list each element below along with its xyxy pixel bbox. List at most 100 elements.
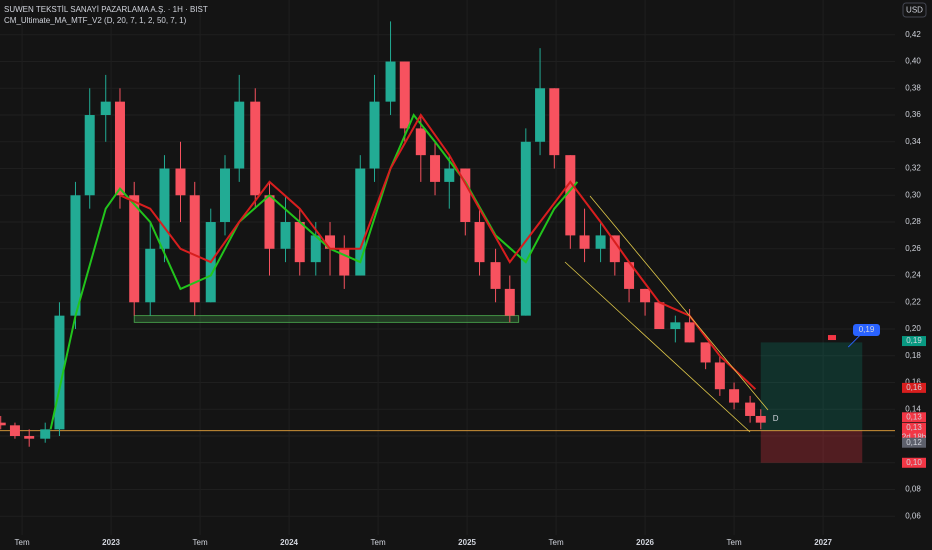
y-tick-label: 0,40	[905, 57, 921, 66]
candle-body	[54, 315, 65, 430]
moving-average	[119, 113, 757, 390]
candle-body	[24, 436, 35, 439]
candle-body	[339, 248, 350, 276]
price-tag-label: 0,13	[906, 412, 922, 421]
x-tick-label: 2024	[280, 538, 298, 547]
y-tick-label: 0,20	[905, 324, 921, 333]
candle-body	[444, 168, 455, 182]
wedge-line	[589, 195, 769, 411]
y-tick-label: 0,08	[905, 485, 921, 494]
y-tick-label: 0,42	[905, 30, 921, 39]
y-tick-label: 0,18	[905, 351, 921, 360]
y-tick-label: 0,24	[905, 271, 921, 280]
y-tick-label: 0,28	[905, 217, 921, 226]
candle-body	[294, 222, 305, 263]
candle-body	[474, 222, 485, 263]
candle-body	[189, 195, 200, 303]
candle-body	[490, 262, 501, 289]
candle-body	[700, 342, 711, 363]
candle-body	[415, 128, 426, 156]
support-zone	[133, 315, 520, 323]
candle-body	[129, 195, 140, 303]
candle-body	[219, 168, 230, 223]
plot-area	[0, 0, 895, 535]
candle-body	[460, 168, 471, 223]
callout-box	[853, 324, 880, 337]
candle-body	[250, 101, 261, 196]
candle-body	[504, 288, 515, 316]
candle-body	[430, 155, 441, 182]
price-tag-label: 0,19	[906, 336, 922, 345]
currency-button[interactable]	[902, 2, 927, 18]
price-tag-label: 0,10	[906, 458, 922, 467]
candle-body	[280, 222, 291, 249]
candle-body	[369, 101, 380, 169]
price-tag	[902, 457, 926, 468]
y-tick-label: 0,38	[905, 83, 921, 92]
y-tick-label: 0,14	[905, 404, 921, 413]
candle-body	[640, 288, 651, 303]
price-tag	[902, 336, 926, 347]
x-tick-label: Tem	[371, 538, 386, 547]
candle-body	[624, 262, 635, 289]
x-tick-label: 2026	[636, 538, 654, 547]
x-tick-label: Tem	[549, 538, 564, 547]
candle-body	[325, 235, 336, 249]
candle-body	[145, 248, 156, 303]
y-tick-label: 0,34	[905, 137, 921, 146]
candle-body	[310, 235, 321, 263]
signal-marker: D	[773, 414, 779, 423]
candle-body	[399, 61, 410, 129]
price-tag	[902, 423, 926, 433]
target-zone	[760, 342, 863, 431]
candle-body	[520, 141, 531, 316]
candle-body	[114, 101, 125, 196]
candle-body	[9, 425, 20, 437]
candle-body	[234, 101, 245, 169]
y-tick-label: 0,32	[905, 164, 921, 173]
candle-body	[385, 61, 396, 102]
y-tick-label: 0,26	[905, 244, 921, 253]
candle-body	[565, 155, 576, 236]
candle-body	[654, 302, 665, 330]
candle-body	[175, 168, 186, 196]
symbol-title: SUWEN TEKSTİL SANAYİ PAZARLAMA A.Ş. · 1H…	[4, 5, 208, 14]
candle-body	[0, 422, 6, 426]
candle-body	[755, 415, 766, 423]
candle-body	[355, 168, 366, 276]
x-tick-label: 2027	[814, 538, 832, 547]
candle-body	[535, 88, 546, 142]
candle-body	[729, 389, 740, 403]
x-tick-label: 2025	[458, 538, 476, 547]
x-tick-label: Tem	[15, 538, 30, 547]
candle-body	[670, 322, 681, 330]
price-tag-label: 0,13	[906, 423, 922, 432]
x-tick-label: 2023	[102, 538, 120, 547]
y-tick-label: 0,22	[905, 297, 921, 306]
y-tick-label: 0,30	[905, 190, 921, 199]
callout-label: 0,19	[859, 325, 875, 334]
candle-body	[745, 402, 756, 416]
x-tick-label: Tem	[727, 538, 742, 547]
candle-body	[159, 168, 170, 249]
price-tag	[902, 382, 926, 393]
candle-body	[84, 115, 95, 196]
countdown-tag	[902, 433, 926, 442]
countdown: 2d 18h	[902, 433, 926, 442]
candle-body	[40, 429, 51, 439]
candle-body	[684, 322, 695, 343]
candle-body	[100, 101, 111, 116]
currency[interactable]: USD	[906, 6, 923, 15]
price-tag	[902, 412, 926, 423]
price-tag-label: 0,12	[906, 438, 922, 447]
candle-body	[264, 195, 275, 249]
y-tick-label: 0,36	[905, 110, 921, 119]
indicator-label: CM_Ultimate_MA_MTF_V2 (D, 20, 7, 1, 2, 5…	[4, 16, 187, 25]
candle-body	[609, 235, 620, 263]
candle-body	[595, 235, 606, 249]
candle-body	[70, 195, 81, 316]
y-tick-label: 0,16	[905, 378, 921, 387]
candle-body	[714, 362, 725, 390]
